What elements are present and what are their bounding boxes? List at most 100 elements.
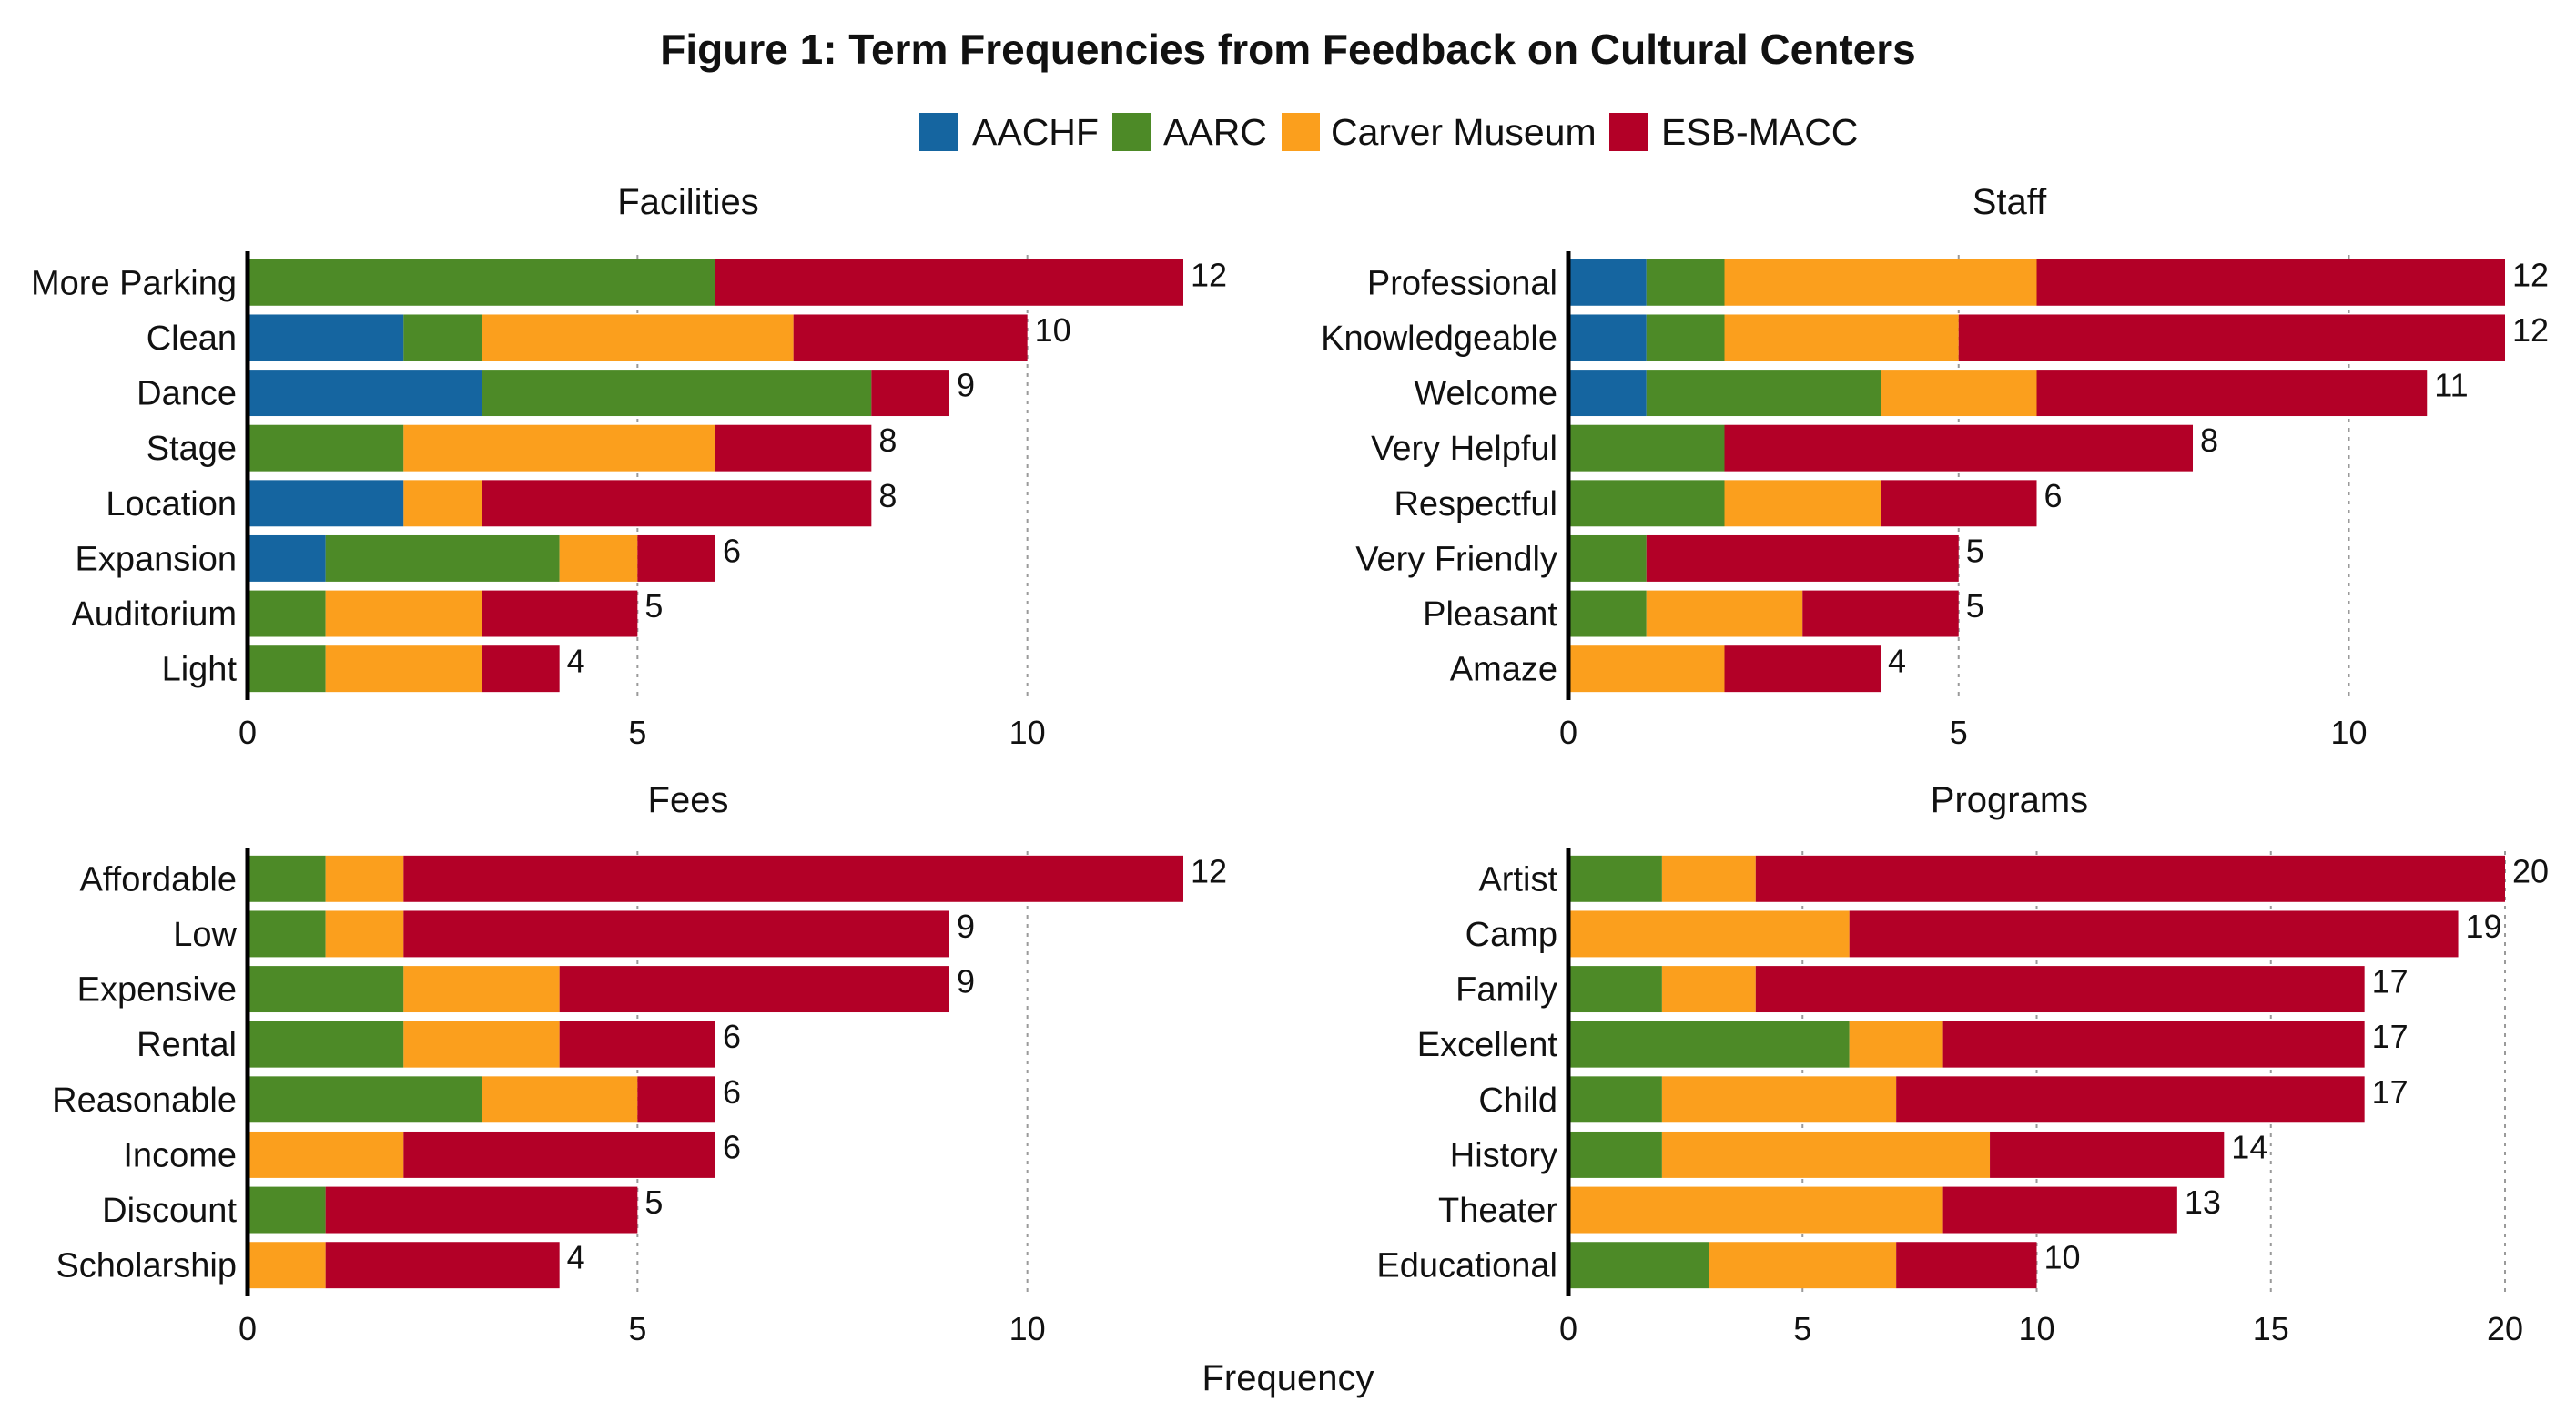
total-value-label: 5	[1966, 532, 1984, 569]
total-value-label: 14	[2231, 1128, 2267, 1165]
bar-row-dance: Dance 9	[137, 367, 975, 417]
bar-segment-esb-macc	[2036, 259, 2505, 306]
bar-row-educational: Educational 10	[1376, 1239, 2081, 1289]
category-label: Stage	[147, 430, 237, 468]
bar-row-history: History 14	[1450, 1128, 2267, 1178]
category-label: Theater	[1438, 1192, 1557, 1230]
bar-segment-aachf	[248, 534, 326, 582]
bar-segment-carver-museum	[1724, 314, 1959, 361]
category-label: History	[1450, 1136, 1557, 1174]
total-value-label: 4	[567, 643, 585, 680]
total-value-label: 12	[1191, 256, 1227, 293]
bar-segment-aarc	[248, 424, 404, 472]
category-label: Very Helpful	[1371, 430, 1557, 468]
total-value-label: 6	[2044, 477, 2063, 514]
total-value-label: 6	[723, 1128, 741, 1165]
bar-row-knowledgeable: Knowledgeable 12	[1321, 311, 2549, 361]
category-label: Affordable	[79, 860, 237, 899]
bar-row-very-helpful: Very Helpful 8	[1371, 422, 2218, 472]
bar-row-excellent: Excellent 17	[1417, 1018, 2409, 1068]
category-label: Reasonable	[52, 1082, 237, 1120]
bar-row-theater: Theater 13	[1438, 1183, 2221, 1234]
x-tick-label: 0	[1559, 714, 1577, 751]
bar-segment-carver-museum	[1661, 1131, 1991, 1178]
total-value-label: 6	[723, 532, 741, 569]
total-value-label: 5	[644, 1183, 663, 1221]
total-value-label: 5	[1966, 587, 1984, 625]
bar-segment-carver-museum	[325, 645, 482, 693]
total-value-label: 6	[723, 1073, 741, 1111]
bar-segment-aarc	[1568, 1131, 1662, 1178]
bar-segment-aarc	[1646, 259, 1725, 306]
bar-segment-esb-macc	[325, 1186, 638, 1234]
category-label: Dance	[137, 375, 237, 413]
bar-segment-carver-museum	[1724, 480, 1881, 527]
bar-segment-carver-museum	[325, 590, 482, 637]
legend-label: AACHF	[972, 111, 1099, 153]
bar-segment-carver-museum	[1568, 910, 1850, 958]
bar-segment-esb-macc	[403, 1131, 715, 1178]
bar-segment-esb-macc	[637, 534, 715, 582]
bar-segment-aarc	[1568, 855, 1662, 902]
bar-row-location: Location 8	[106, 477, 897, 527]
category-label: Rental	[137, 1026, 237, 1064]
x-tick-label: 10	[2330, 714, 2367, 751]
legend-swatch	[919, 113, 958, 151]
bar-row-child: Child 17	[1478, 1073, 2409, 1123]
bar-segment-aarc	[248, 259, 715, 306]
total-value-label: 5	[644, 587, 663, 625]
x-tick-label: 10	[1009, 714, 1046, 751]
chart-legend: AACHF AARC Carver Museum ESB-MACC	[919, 111, 1858, 153]
bar-segment-esb-macc	[715, 424, 872, 472]
category-label: Pleasant	[1423, 595, 1557, 634]
x-tick-label: 5	[1950, 714, 1968, 751]
legend-swatch	[1112, 113, 1151, 151]
bar-segment-carver-museum	[559, 534, 638, 582]
bar-segment-aarc	[1646, 370, 1881, 417]
total-value-label: 19	[2466, 908, 2502, 945]
bar-segment-aachf	[248, 314, 404, 361]
panel-facilities: Facilities More Parking 12 Clean 10 Dance 9 Sta…	[31, 182, 1227, 751]
legend-item-esb-macc: ESB-MACC	[1609, 111, 1858, 153]
bar-segment-aachf	[1568, 259, 1647, 306]
total-value-label: 8	[878, 477, 897, 514]
bar-segment-esb-macc	[559, 966, 949, 1013]
legend-item-carver-museum: Carver Museum	[1282, 111, 1597, 153]
bar-row-very-friendly: Very Friendly 5	[1355, 532, 1984, 582]
total-value-label: 8	[878, 422, 897, 459]
total-value-label: 10	[1035, 311, 1071, 349]
total-value-label: 4	[1888, 643, 1906, 680]
total-value-label: 12	[1191, 852, 1227, 889]
bar-segment-aarc	[248, 1021, 404, 1068]
total-value-label: 17	[2372, 963, 2409, 1000]
x-tick-label: 10	[1009, 1310, 1046, 1347]
bar-segment-esb-macc	[403, 910, 949, 958]
x-tick-label: 5	[628, 1310, 646, 1347]
bar-segment-aarc	[482, 370, 872, 417]
x-axis-label: Frequency	[1202, 1358, 1374, 1398]
category-label: Knowledgeable	[1321, 320, 1557, 358]
panel-title: Staff	[1973, 182, 2047, 222]
bar-segment-aarc	[248, 1186, 326, 1234]
x-tick-label: 15	[2253, 1310, 2289, 1347]
panel-programs: Programs Artist 20 Camp 19 Family 17 Excellent 1…	[1376, 780, 2549, 1347]
bar-segment-carver-museum	[248, 1242, 326, 1289]
bar-segment-carver-museum	[1568, 645, 1725, 693]
bar-row-scholarship: Scholarship 4	[56, 1239, 585, 1289]
category-label: Discount	[102, 1192, 237, 1230]
bar-row-stage: Stage 8	[147, 422, 897, 472]
bar-segment-esb-macc	[482, 590, 638, 637]
bar-row-discount: Discount 5	[102, 1183, 663, 1234]
bar-row-auditorium: Auditorium 5	[71, 587, 663, 637]
category-label: Artist	[1478, 860, 1557, 899]
x-tick-label: 0	[1559, 1310, 1577, 1347]
category-label: Expensive	[77, 971, 237, 1010]
x-tick-label: 0	[238, 714, 257, 751]
legend-label: AARC	[1163, 111, 1267, 153]
bar-row-reasonable: Reasonable 6	[52, 1073, 741, 1123]
bar-segment-aarc	[1568, 534, 1647, 582]
chart-panels: Facilities More Parking 12 Clean 10 Dance 9 Sta…	[31, 182, 2549, 1347]
category-label: Light	[162, 651, 238, 689]
bar-segment-esb-macc	[1990, 1131, 2225, 1178]
